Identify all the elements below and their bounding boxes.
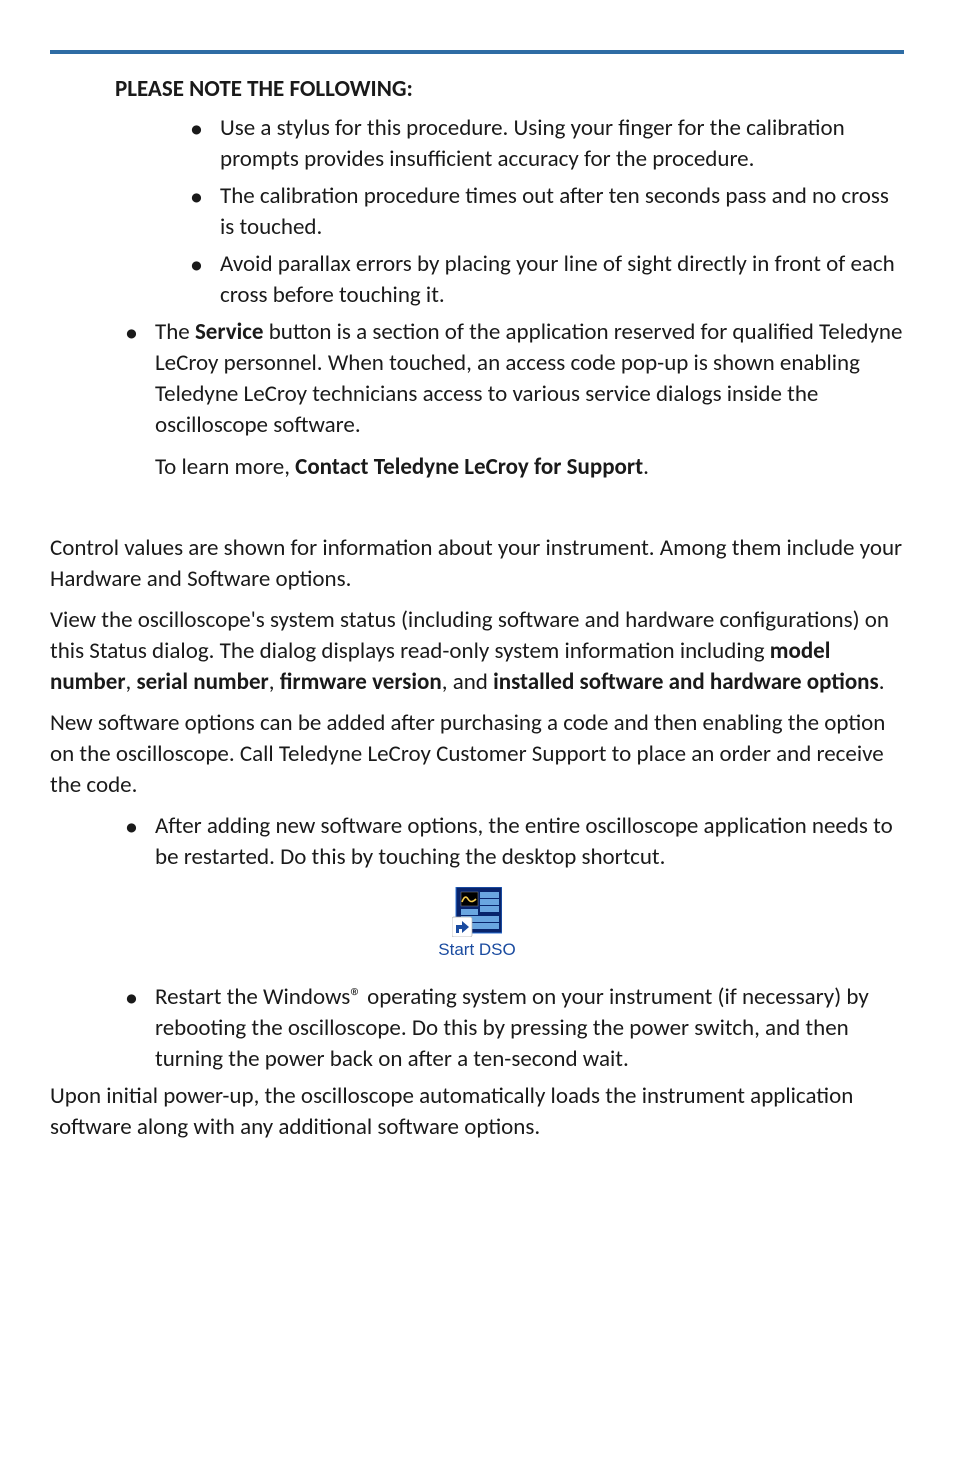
option-bullet-list: After adding new software options, the e… xyxy=(115,811,904,873)
p2-t4: , and xyxy=(442,668,493,696)
p2-t5: . xyxy=(879,668,885,696)
learn-more-suffix: . xyxy=(643,453,649,481)
note-bullet-text: Use a stylus for this procedure. Using y… xyxy=(220,114,845,173)
note-header: PLEASE NOTE THE FOLLOWING: xyxy=(115,74,904,105)
option-bullet-list-2: Restart the Windows® operating system on… xyxy=(115,982,904,1075)
p2-b4: installed software and hardware options xyxy=(493,668,879,696)
note-bullet-list: Use a stylus for this procedure. Using y… xyxy=(180,113,904,311)
learn-more-prefix: To learn more, xyxy=(155,453,295,481)
start-dso-icon xyxy=(452,887,502,937)
note-bullet-text: The calibration procedure times out afte… xyxy=(220,182,889,241)
p2-b3: firmware version xyxy=(280,668,442,696)
note-bullet: Use a stylus for this procedure. Using y… xyxy=(180,113,904,175)
option-bullet-text: After adding new software options, the e… xyxy=(155,812,893,871)
service-bullet: The Service button is a section of the a… xyxy=(115,317,904,441)
service-bold: Service xyxy=(195,318,264,346)
option-bullet: After adding new software options, the e… xyxy=(115,811,904,873)
service-prefix: The xyxy=(155,318,195,346)
powerup-paragraph: Upon initial power-up, the oscilloscope … xyxy=(50,1081,904,1143)
new-options-paragraph: New software options can be added after … xyxy=(50,708,904,801)
learn-more-bold: Contact Teledyne LeCroy for Support xyxy=(295,453,643,481)
p2-t2: , xyxy=(126,668,137,696)
service-suffix: button is a section of the application r… xyxy=(155,318,902,439)
service-bullet-list: The Service button is a section of the a… xyxy=(115,317,904,441)
note-bullet-text: Avoid parallax errors by placing your li… xyxy=(220,250,895,309)
p2-t1: View the oscilloscope's system status (i… xyxy=(50,606,889,665)
p2-t3: , xyxy=(269,668,280,696)
start-dso-shortcut[interactable]: Start DSO xyxy=(431,887,523,962)
desktop-shortcut-icon-wrap: Start DSO xyxy=(50,887,904,964)
learn-more-line: To learn more, Contact Teledyne LeCroy f… xyxy=(155,452,904,483)
header-rule xyxy=(50,50,904,54)
start-dso-label: Start DSO xyxy=(431,939,523,962)
option-bullet: Restart the Windows® operating system on… xyxy=(115,982,904,1075)
control-values-paragraph: Control values are shown for information… xyxy=(50,533,904,595)
section-spacer xyxy=(50,493,904,533)
note-header-text: PLEASE NOTE THE FOLLOWING xyxy=(115,75,407,103)
note-header-suffix: : xyxy=(407,75,413,103)
note-bullet: The calibration procedure times out afte… xyxy=(180,181,904,243)
note-bullet: Avoid parallax errors by placing your li… xyxy=(180,249,904,311)
p2-b2: serial number xyxy=(136,668,268,696)
option-bullet-text: Restart the Windows® operating system on… xyxy=(155,983,869,1073)
system-status-paragraph: View the oscilloscope's system status (i… xyxy=(50,605,904,698)
